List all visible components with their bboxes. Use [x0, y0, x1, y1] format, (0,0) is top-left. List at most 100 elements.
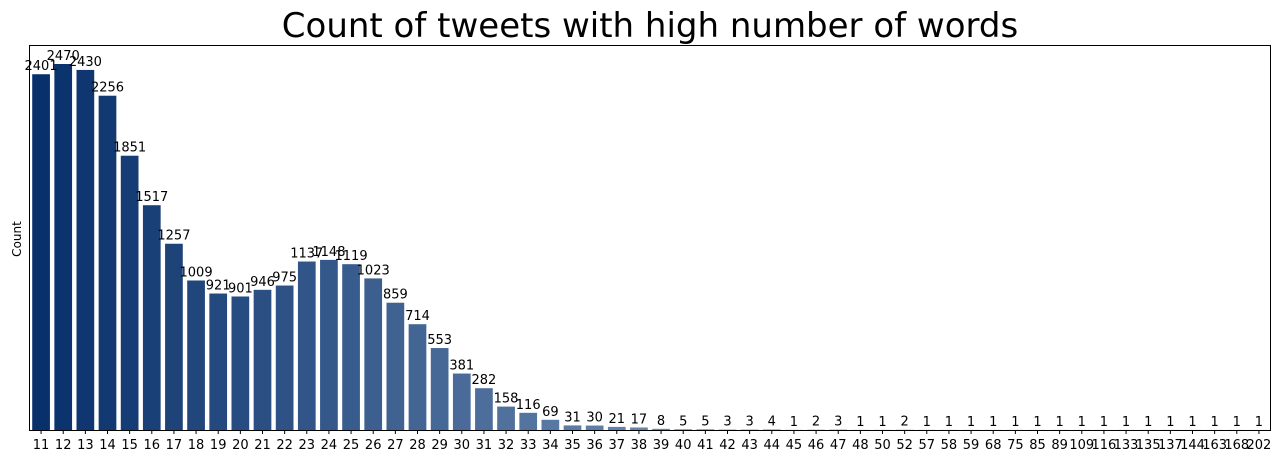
x-tick-label-29: 29 — [431, 438, 448, 453]
x-tick-label-40: 40 — [675, 438, 692, 453]
data-label-52: 2 — [900, 415, 908, 430]
bar-33 — [519, 412, 538, 430]
x-ticks-layer: 11 12 13 14 15 16 17 18 19 20 21 22 23 24 25 26 27 28 29 30… — [33, 430, 1272, 453]
bar-31 — [475, 388, 493, 430]
bar-28 — [408, 324, 427, 430]
y-axis-label: Count — [10, 221, 24, 257]
x-tick-label-12: 12 — [55, 438, 72, 453]
bar-26 — [364, 278, 383, 430]
bar-25 — [342, 264, 360, 430]
bar-44 — [762, 429, 781, 430]
x-tick-label-16: 16 — [144, 438, 161, 453]
data-label-137: 1 — [1166, 415, 1174, 430]
x-tick-label-89: 89 — [1051, 438, 1068, 453]
x-tick-label-144: 144 — [1180, 438, 1205, 453]
data-label-15: 1851 — [113, 141, 146, 156]
x-tick-label-28: 28 — [409, 438, 426, 453]
x-tick-label-85: 85 — [1029, 438, 1046, 453]
data-label-18: 1009 — [180, 265, 213, 280]
plot-frame — [29, 45, 1271, 431]
bar-22 — [275, 285, 294, 430]
data-label-16: 1517 — [135, 190, 168, 205]
data-label-28: 714 — [405, 309, 430, 324]
x-tick-label-44: 44 — [764, 438, 781, 453]
data-label-202: 1 — [1255, 415, 1263, 430]
bar-15 — [120, 155, 139, 430]
bar-21 — [253, 289, 272, 430]
bar-40 — [674, 429, 693, 430]
data-label-27: 859 — [383, 288, 408, 303]
bar-23 — [297, 261, 316, 430]
bar-29 — [430, 348, 449, 430]
x-tick-label-15: 15 — [121, 438, 138, 453]
bar-19 — [209, 293, 228, 430]
x-tick-label-48: 48 — [852, 438, 869, 453]
data-label-68: 1 — [989, 415, 997, 430]
bar-12 — [54, 64, 73, 430]
x-tick-label-59: 59 — [963, 438, 980, 453]
bar-39 — [652, 428, 670, 430]
x-tick-label-23: 23 — [299, 438, 316, 453]
x-tick-label-38: 38 — [631, 438, 648, 453]
bar-13 — [76, 69, 95, 431]
x-tick-label-137: 137 — [1158, 438, 1183, 453]
x-tick-label-20: 20 — [232, 438, 249, 453]
data-label-47: 3 — [834, 415, 842, 430]
x-tick-label-33: 33 — [520, 438, 537, 453]
x-tick-label-11: 11 — [33, 438, 50, 453]
bar-16 — [142, 205, 161, 430]
data-label-133: 1 — [1122, 415, 1130, 430]
data-label-29: 553 — [427, 333, 452, 348]
data-label-37: 21 — [609, 412, 626, 427]
x-tick-label-32: 32 — [498, 438, 515, 453]
data-label-135: 1 — [1144, 415, 1152, 430]
data-label-44: 4 — [768, 414, 776, 429]
bar-24 — [320, 259, 338, 430]
data-label-109: 1 — [1078, 415, 1086, 430]
x-tick-label-17: 17 — [166, 438, 183, 453]
bars-layer — [32, 64, 1268, 431]
x-tick-label-46: 46 — [808, 438, 825, 453]
x-tick-label-26: 26 — [365, 438, 382, 453]
x-tick-label-202: 202 — [1247, 438, 1272, 453]
data-label-144: 1 — [1188, 415, 1196, 430]
data-label-36: 30 — [586, 411, 603, 426]
data-label-43: 3 — [745, 415, 753, 430]
x-tick-label-75: 75 — [1007, 438, 1024, 453]
bar-20 — [231, 296, 250, 430]
data-labels-layer: 2401247024302256185115171257100992190194… — [25, 49, 1264, 430]
x-tick-label-135: 135 — [1136, 438, 1161, 453]
data-label-33: 116 — [516, 398, 541, 413]
data-label-59: 1 — [967, 415, 975, 430]
x-tick-label-42: 42 — [719, 438, 736, 453]
data-label-38: 17 — [631, 412, 648, 427]
data-label-30: 381 — [449, 359, 474, 374]
x-tick-label-25: 25 — [343, 438, 360, 453]
x-tick-label-57: 57 — [919, 438, 936, 453]
data-label-85: 1 — [1033, 415, 1041, 430]
data-label-21: 946 — [250, 275, 275, 290]
bar-11 — [32, 74, 50, 430]
x-tick-label-36: 36 — [586, 438, 603, 453]
x-tick-label-58: 58 — [941, 438, 958, 453]
data-label-17: 1257 — [157, 229, 190, 244]
data-label-75: 1 — [1011, 415, 1019, 430]
data-label-20: 901 — [228, 281, 253, 296]
x-tick-label-68: 68 — [985, 438, 1002, 453]
bar-35 — [563, 425, 582, 430]
x-tick-label-37: 37 — [609, 438, 626, 453]
bar-38 — [630, 427, 648, 430]
data-label-163: 1 — [1210, 415, 1218, 430]
x-tick-label-13: 13 — [77, 438, 94, 453]
data-label-58: 1 — [945, 415, 953, 430]
x-tick-label-168: 168 — [1224, 438, 1249, 453]
data-label-41: 5 — [701, 414, 709, 429]
x-tick-label-34: 34 — [542, 438, 559, 453]
data-label-116: 1 — [1100, 415, 1108, 430]
x-tick-label-31: 31 — [476, 438, 493, 453]
data-label-11: 2401 — [25, 59, 58, 74]
x-tick-label-47: 47 — [830, 438, 847, 453]
data-label-31: 282 — [472, 373, 497, 388]
bar-14 — [98, 95, 117, 431]
x-tick-label-22: 22 — [276, 438, 293, 453]
